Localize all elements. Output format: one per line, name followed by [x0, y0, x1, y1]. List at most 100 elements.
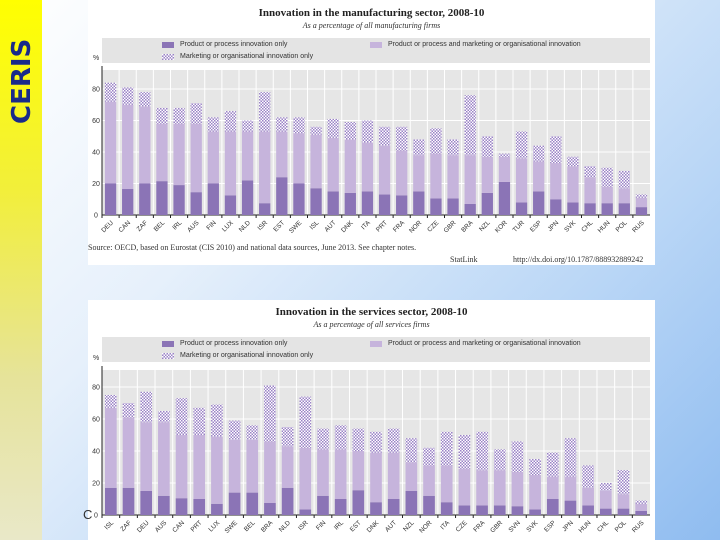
x-tick-label: NLD: [238, 219, 252, 233]
y-tick-label: 80: [92, 385, 100, 392]
bar-hatch-svn: [511, 441, 524, 472]
bar-light-aut: [327, 137, 339, 192]
bar-dark-svn: [511, 506, 524, 515]
x-tick-label: ZAF: [119, 519, 133, 533]
x-tick-label: ISL: [103, 519, 115, 531]
x-tick-label: NLD: [278, 519, 292, 533]
bar-dark-fin: [207, 183, 219, 215]
bar-dark-aut: [327, 191, 339, 215]
x-tick-label: ISL: [309, 219, 321, 231]
bar-light-lux: [211, 436, 223, 504]
statlink-label: StatLink: [450, 255, 478, 264]
x-tick-label: NOR: [408, 219, 423, 234]
bar-dark-fin: [317, 495, 329, 515]
services-chart-panel: 0 20 40 60 80% ISL ZAF DEU AUS CAN PRT LUX SWE BEL BRA…: [88, 300, 655, 540]
x-tick-label: CZE: [455, 519, 470, 534]
bar-light-nld: [281, 446, 294, 488]
x-tick-label: HUN: [578, 519, 593, 534]
bar-dark-chl: [599, 508, 612, 515]
bar-light-hun: [601, 186, 613, 204]
y-tick-label: 40: [92, 449, 100, 456]
legend-label: Marketing or organisational innovation o…: [180, 352, 314, 359]
bar-hatch-tur: [515, 131, 528, 159]
bar-light-bra: [264, 441, 276, 503]
bar-hatch-cze: [430, 128, 442, 154]
bar-light-zaf: [122, 417, 135, 488]
bar-hatch-bel: [246, 425, 259, 440]
x-tick-label: BEL: [153, 219, 167, 233]
bar-hatch-dnk: [370, 431, 382, 453]
x-tick-label: ISR: [256, 219, 269, 232]
bar-hatch-ita: [440, 431, 453, 466]
x-tick-label: AUS: [186, 219, 201, 234]
x-tick-label: EST: [349, 519, 363, 533]
bar-light-nld: [241, 131, 254, 181]
bar-dark-nor: [413, 191, 425, 215]
bar-hatch-chl: [584, 166, 596, 178]
bar-dark-rus: [635, 511, 647, 515]
bar-dark-nor: [423, 495, 435, 515]
bar-light-svk: [567, 166, 579, 203]
bar-light-pol: [617, 494, 630, 509]
bar-light-prt: [193, 435, 206, 499]
legend-item: Marketing or organisational innovation o…: [162, 53, 313, 60]
bar-dark-hun: [601, 203, 613, 215]
legend-item: Product or process innovation only: [162, 340, 287, 347]
bar-hatch-swe: [228, 420, 241, 440]
y-axis-label: %: [93, 55, 99, 62]
bar-hatch-jpn: [564, 438, 577, 477]
bar-hatch-irl: [173, 107, 185, 124]
bar-dark-isl: [105, 487, 117, 515]
legend-label: Marketing or organisational innovation o…: [180, 53, 314, 60]
bar-light-chl: [599, 491, 612, 509]
bar-hatch-nzl: [405, 438, 418, 463]
bar-dark-chl: [584, 203, 596, 215]
bar-hatch-svk: [567, 156, 579, 167]
x-tick-label: NZL: [478, 219, 492, 233]
bar-dark-zaf: [122, 487, 135, 515]
bar-hatch-aut: [387, 428, 400, 453]
bar-dark-nld: [241, 180, 254, 215]
x-tick-label: ITA: [360, 219, 372, 231]
x-tick-label: ESP: [543, 519, 557, 533]
bar-hatch-nzl: [481, 136, 493, 157]
bar-dark-lux: [211, 503, 223, 515]
bar-hatch-est: [276, 117, 288, 132]
bar-dark-swe: [228, 492, 241, 515]
legend-swatch: [162, 352, 174, 359]
bar-hatch-aus: [190, 103, 202, 124]
legend-swatch: [162, 340, 174, 347]
bar-hatch-est: [352, 428, 365, 451]
bar-light-bel: [246, 439, 259, 493]
bar-dark-ita: [440, 502, 453, 515]
bar-light-nor: [423, 465, 435, 496]
bar-dark-bra: [464, 203, 476, 215]
x-tick-label: AUT: [384, 519, 398, 533]
bar-dark-pol: [618, 203, 630, 215]
y-tick-label: 60: [92, 417, 100, 424]
bar-dark-cze: [430, 198, 442, 215]
x-tick-label: JPN: [561, 519, 575, 533]
bar-hatch-fra: [476, 431, 488, 471]
bar-light-aut: [387, 452, 400, 499]
bar-dark-pol: [617, 508, 630, 515]
bar-light-swe: [228, 439, 241, 493]
bar-dark-tur: [515, 202, 528, 215]
bar-dark-deu: [140, 491, 153, 515]
bar-hatch-nld: [281, 427, 294, 447]
bar-dark-gbr: [447, 198, 459, 215]
bar-dark-esp: [546, 499, 559, 515]
x-tick-label: CAN: [117, 219, 132, 234]
x-tick-label: IRL: [333, 519, 345, 531]
bar-hatch-zaf: [122, 403, 135, 418]
logo-text: CERIS: [7, 39, 37, 124]
bar-hatch-pol: [618, 170, 630, 189]
statlink-url[interactable]: http://dx.doi.org/10.1787/888932889242: [513, 255, 644, 264]
bar-light-ita: [440, 465, 453, 503]
bar-dark-jpn: [550, 199, 562, 215]
bar-hatch-swe: [293, 117, 305, 134]
x-tick-label: AUS: [154, 519, 169, 534]
bar-light-hun: [582, 487, 594, 506]
bar-hatch-fra: [396, 126, 408, 151]
bar-dark-fra: [476, 505, 488, 515]
